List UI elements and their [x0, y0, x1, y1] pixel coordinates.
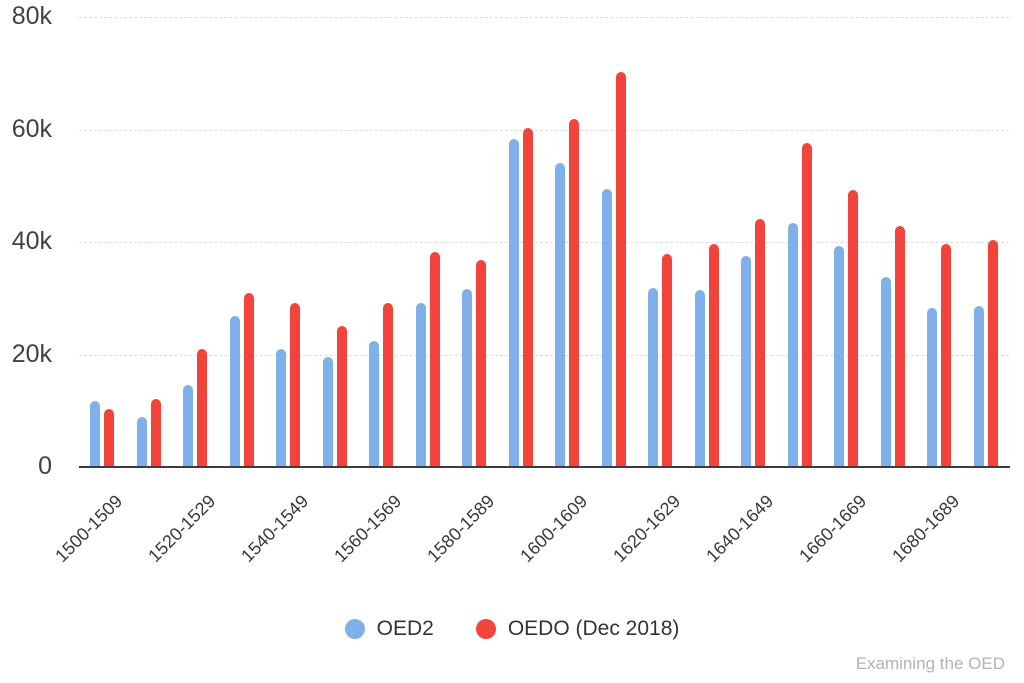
bar-oedo-dec-2018-1620-1629[interactable] — [662, 254, 672, 468]
gridline-20k — [79, 354, 1009, 356]
x-tick-label-1520-1529: 1520-1529 — [144, 491, 220, 567]
bar-oed2-1660-1669[interactable] — [834, 246, 844, 468]
bar-oed2-1560-1569[interactable] — [369, 341, 379, 468]
x-tick-label-1660-1669: 1660-1669 — [795, 491, 871, 567]
x-tick-label-1620-1629: 1620-1629 — [609, 491, 685, 567]
bar-oed2-1640-1649[interactable] — [741, 256, 751, 468]
legend-swatch-oed2-icon — [344, 619, 365, 639]
x-tick-label-1600-1609: 1600-1609 — [516, 491, 592, 567]
x-tick-label-1680-1689: 1680-1689 — [888, 491, 964, 567]
bar-oed2-1600-1609[interactable] — [555, 163, 565, 468]
x-tick-label-1500-1509: 1500-1509 — [51, 491, 127, 567]
bar-oed2-1580-1589[interactable] — [462, 289, 472, 468]
bar-oed2-group16[interactable] — [788, 223, 798, 468]
bar-oedo-dec-2018-group4[interactable] — [244, 293, 254, 468]
gridline-80k — [79, 17, 1009, 18]
bar-oed2-group8[interactable] — [416, 303, 426, 468]
bar-oedo-dec-2018-group14[interactable] — [709, 244, 719, 468]
bar-oed2-group10[interactable] — [509, 139, 519, 468]
bar-oedo-dec-2018-1560-1569[interactable] — [383, 303, 393, 468]
legend-label-oed2: OED2 — [376, 617, 434, 640]
bar-oed2-group4[interactable] — [230, 316, 240, 468]
bar-oedo-dec-2018-1660-1669[interactable] — [848, 190, 858, 468]
bar-oedo-dec-2018-1640-1649[interactable] — [755, 219, 765, 468]
bar-oed2-group6[interactable] — [323, 357, 333, 468]
bar-oedo-dec-2018-group8[interactable] — [430, 252, 440, 468]
bar-oedo-dec-2018-group18[interactable] — [895, 226, 905, 468]
bar-oedo-dec-2018-group20[interactable] — [988, 240, 998, 468]
y-tick-label-60k: 60k — [11, 114, 52, 143]
bar-oedo-dec-2018-1600-1609[interactable] — [569, 119, 579, 468]
bar-oedo-dec-2018-1520-1529[interactable] — [197, 349, 207, 468]
bar-oedo-dec-2018-group12[interactable] — [616, 72, 626, 468]
bar-oed2-1620-1629[interactable] — [648, 288, 658, 468]
legend-swatch-oedo-icon — [475, 619, 496, 639]
bar-oedo-dec-2018-group6[interactable] — [337, 326, 347, 468]
bar-oed2-group18[interactable] — [881, 277, 891, 468]
y-tick-label-80k: 80k — [11, 1, 52, 30]
y-tick-label-20k: 20k — [11, 339, 52, 368]
bar-oed2-group14[interactable] — [695, 290, 705, 468]
legend-item-oed2: OED2 — [344, 617, 434, 641]
bar-oedo-dec-2018-group10[interactable] — [523, 128, 533, 468]
x-tick-label-1560-1569: 1560-1569 — [330, 491, 406, 567]
bar-oedo-dec-2018-group16[interactable] — [802, 143, 812, 468]
gridline-60k — [79, 129, 1009, 131]
legend-item-oedo: OEDO (Dec 2018) — [475, 617, 680, 641]
bar-oed2-group20[interactable] — [974, 306, 984, 468]
legend: OED2 OEDO (Dec 2018) — [0, 617, 1024, 641]
bar-oedo-dec-2018-1680-1689[interactable] — [941, 244, 951, 468]
bar-oedo-dec-2018-1500-1509[interactable] — [104, 409, 114, 468]
bar-oedo-dec-2018-1540-1549[interactable] — [290, 303, 300, 468]
x-tick-label-1580-1589: 1580-1589 — [423, 491, 499, 567]
bar-oed2-group12[interactable] — [602, 189, 612, 468]
bar-oed2-1500-1509[interactable] — [90, 401, 100, 468]
watermark: Examining the OED — [855, 654, 1005, 673]
x-tick-label-1640-1649: 1640-1649 — [702, 491, 778, 567]
bar-oed2-1680-1689[interactable] — [927, 308, 937, 468]
bar-oedo-dec-2018-1580-1589[interactable] — [476, 260, 486, 468]
legend-label-oedo: OEDO (Dec 2018) — [507, 617, 680, 640]
bar-oed2-group2[interactable] — [137, 417, 147, 468]
y-tick-label-0: 0 — [38, 451, 52, 480]
gridline-40k — [79, 242, 1009, 243]
bar-oed2-1520-1529[interactable] — [183, 385, 193, 468]
bar-oedo-dec-2018-group2[interactable] — [151, 399, 161, 468]
bar-oed2-1540-1549[interactable] — [276, 349, 286, 468]
x-tick-label-1540-1549: 1540-1549 — [237, 491, 313, 567]
y-tick-label-40k: 40k — [11, 226, 52, 255]
x-axis-line — [79, 466, 1010, 468]
